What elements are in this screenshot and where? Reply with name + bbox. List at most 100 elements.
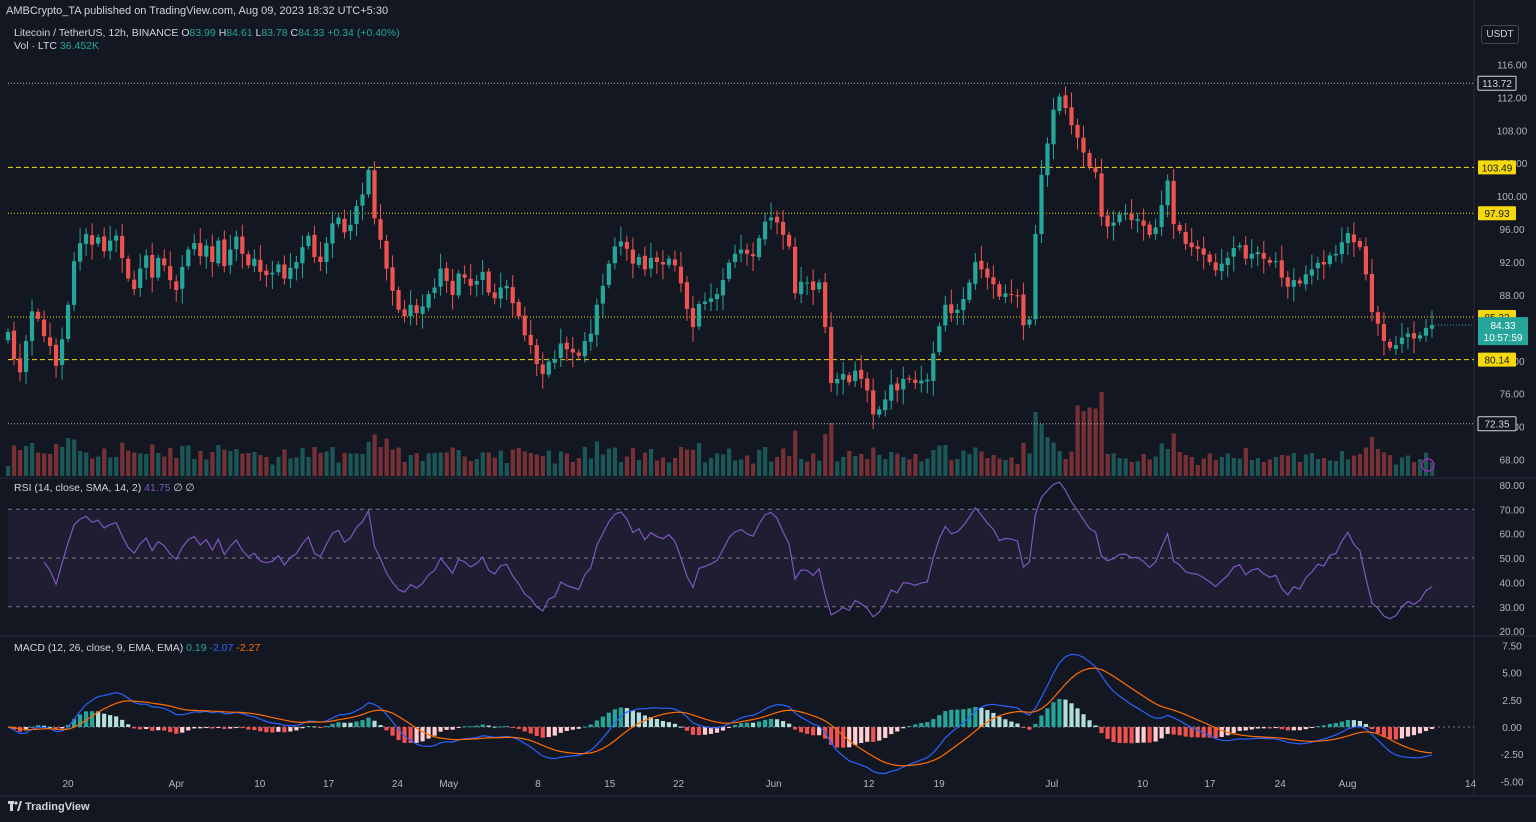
candle-body: [901, 378, 906, 390]
volume-bar: [288, 458, 293, 476]
volume-bar: [168, 448, 173, 476]
volume-bar: [1411, 462, 1417, 476]
macd-histogram-bar: [90, 711, 95, 728]
candle-body: [1351, 234, 1356, 243]
candle-body: [1225, 257, 1230, 265]
candle-body: [1201, 248, 1206, 255]
volume-bar: [654, 460, 660, 476]
macd-histogram-bar: [937, 715, 942, 728]
volume-bar: [516, 448, 521, 476]
volume-bar: [84, 452, 89, 476]
candle-body: [264, 270, 269, 276]
time-axis-tick: 15: [604, 779, 616, 790]
volume-bar: [1033, 412, 1038, 476]
volume-bar: [895, 453, 900, 476]
candle-body: [660, 262, 666, 265]
candle-body: [829, 327, 834, 383]
macd-histogram-bar: [1375, 727, 1381, 734]
macd-histogram-bar: [342, 722, 347, 728]
volume-bar: [66, 438, 71, 476]
candle-body: [132, 279, 137, 290]
volume-bar: [144, 454, 149, 476]
volume-bar: [1219, 457, 1224, 476]
rsi-axis-tick: 50.00: [1499, 554, 1524, 565]
macd-histogram-bar: [1171, 727, 1176, 735]
macd-histogram-bar: [786, 723, 792, 728]
candle-body: [985, 268, 990, 278]
volume-bar: [997, 458, 1002, 476]
macd-histogram-bar: [528, 727, 533, 734]
volume-bar: [150, 444, 155, 476]
volume-bar: [48, 454, 53, 476]
macd-histogram-bar: [1279, 727, 1284, 730]
volume-bar: [336, 462, 341, 476]
volume-bar: [504, 463, 509, 476]
currency-button[interactable]: USDT: [1481, 25, 1519, 44]
volume-bar: [925, 458, 930, 476]
candle-body: [492, 292, 497, 299]
macd-histogram-bar: [853, 727, 858, 745]
volume-bar: [1171, 433, 1176, 476]
macd-histogram-bar: [1123, 727, 1128, 744]
macd-histogram-bar: [1045, 708, 1050, 728]
candle-body: [997, 284, 1002, 297]
volume-bar: [1309, 453, 1315, 476]
macd-histogram-bar: [1063, 699, 1068, 728]
macd-histogram-bar: [732, 724, 738, 728]
volume-bar: [636, 460, 642, 476]
candle-body: [246, 254, 251, 266]
volume-bar: [438, 452, 443, 476]
macd-histogram-bar: [59, 727, 65, 729]
candle-body: [1267, 259, 1272, 263]
macd-histogram-bar: [540, 727, 545, 738]
macd-histogram-bar: [402, 727, 407, 743]
level-label: 72.35: [1484, 420, 1509, 431]
volume-bar: [1285, 455, 1290, 476]
macd-histogram-bar: [132, 727, 137, 729]
candle-body: [793, 246, 798, 294]
candle-body: [811, 281, 816, 290]
volume-bar: [270, 464, 275, 476]
macd-histogram-bar: [1225, 727, 1230, 736]
time-axis-tick: 12: [863, 779, 875, 790]
volume-bar: [991, 455, 996, 476]
macd-histogram-bar: [678, 726, 684, 728]
macd-histogram-bar: [516, 727, 521, 729]
macd-histogram-bar: [690, 727, 696, 735]
candle-body: [120, 236, 125, 258]
volume-bar: [450, 447, 455, 476]
price-axis-tick: 116.00: [1497, 60, 1527, 71]
price-axis-tick: 108.00: [1497, 126, 1528, 137]
macd-histogram-bar: [630, 710, 635, 728]
volume-bar: [606, 448, 612, 476]
candle-body: [1045, 143, 1050, 176]
macd-axis-tick: 0.00: [1502, 723, 1522, 734]
candle-body: [228, 249, 233, 266]
candle-body: [1237, 245, 1242, 248]
macd-histogram-bar: [642, 715, 647, 728]
candle-body: [396, 289, 401, 310]
volume-bar: [1249, 460, 1254, 476]
macd-histogram-bar: [204, 727, 209, 729]
candle-body: [1255, 252, 1260, 255]
volume-bar: [426, 453, 431, 476]
macd-histogram-bar: [1351, 720, 1356, 728]
price-axis-tick: 100.00: [1497, 192, 1528, 203]
candle-body: [102, 236, 107, 252]
macd-histogram-bar: [282, 727, 287, 733]
macd-histogram-bar: [1039, 715, 1044, 728]
volume-bar: [1405, 455, 1411, 476]
macd-histogram-bar: [1273, 727, 1278, 729]
macd-histogram-bar: [1075, 708, 1080, 728]
candle-body: [630, 249, 635, 264]
candle-body: [1243, 245, 1248, 259]
macd-histogram-bar: [1009, 721, 1014, 728]
volume-bar: [1075, 405, 1080, 476]
volume-bar: [1081, 411, 1086, 476]
candle-body: [1057, 96, 1062, 111]
time-axis-tick: 19: [934, 779, 946, 790]
macd-histogram-bar: [1345, 720, 1350, 728]
candle-body: [366, 169, 371, 195]
volume-bar: [985, 458, 990, 476]
